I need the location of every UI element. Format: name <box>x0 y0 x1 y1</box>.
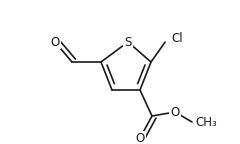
Text: Cl: Cl <box>171 32 183 44</box>
Text: S: S <box>124 36 132 49</box>
Text: O: O <box>50 36 60 49</box>
Text: O: O <box>170 106 180 119</box>
Text: O: O <box>135 131 145 144</box>
Text: CH₃: CH₃ <box>195 115 217 128</box>
